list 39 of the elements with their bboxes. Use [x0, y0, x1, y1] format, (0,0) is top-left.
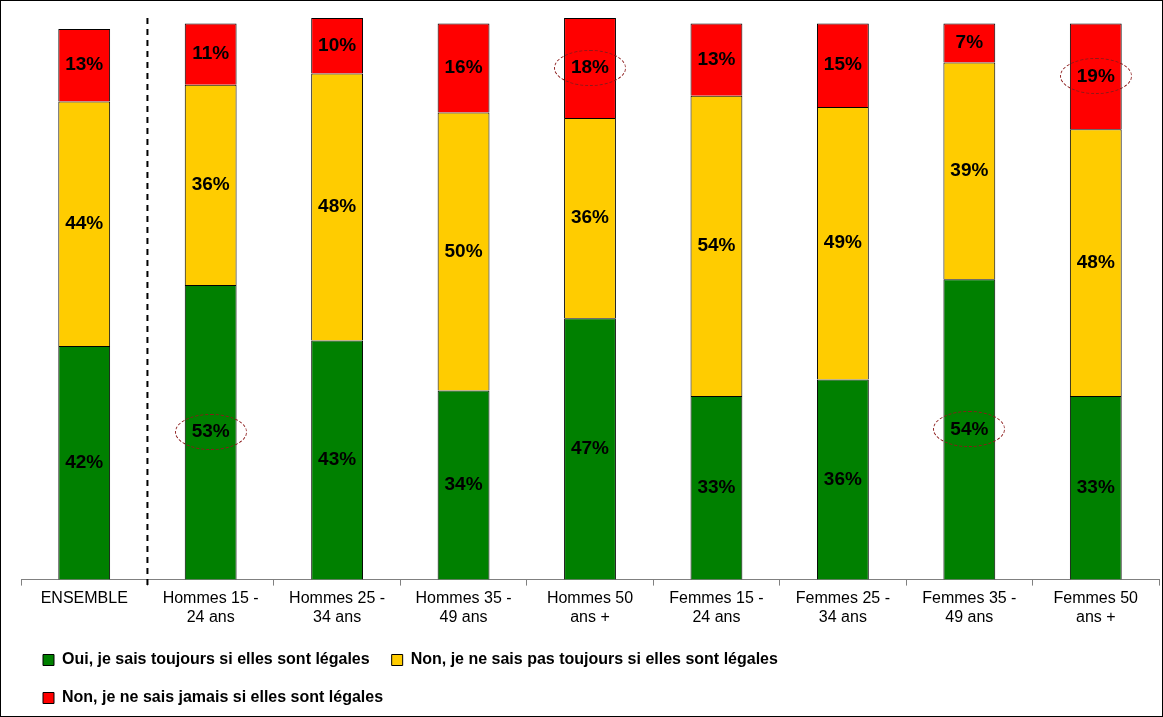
- data-label: 53%: [191, 420, 230, 442]
- x-tick-label: Hommes 35 - 49 ans: [415, 588, 512, 625]
- x-tick-label: Hommes 15 - 24 ans: [162, 588, 259, 625]
- data-label: 44%: [65, 211, 104, 233]
- data-label: 18%: [570, 56, 610, 78]
- data-label: 13%: [697, 47, 736, 69]
- data-label: 13%: [65, 53, 104, 75]
- x-tick-label: Hommes 50 ans +: [546, 588, 634, 625]
- data-label: 16%: [444, 56, 483, 78]
- data-label: 10%: [318, 34, 357, 56]
- data-label: 36%: [570, 206, 610, 228]
- data-label: 19%: [1076, 64, 1115, 86]
- data-label: 33%: [1076, 476, 1115, 498]
- x-tick-label: Femmes 50 ans +: [1053, 588, 1139, 625]
- data-label: 42%: [65, 451, 104, 473]
- data-label: 54%: [950, 417, 989, 439]
- data-label: 54%: [697, 234, 736, 256]
- data-label: 7%: [955, 31, 984, 53]
- data-label: 36%: [823, 467, 863, 489]
- data-label: 47%: [570, 437, 610, 459]
- x-tick-label: Femmes 25 - 34 ans: [795, 588, 891, 625]
- data-label: 33%: [697, 476, 736, 498]
- x-tick-label: Hommes 25 - 34 ans: [289, 588, 386, 625]
- data-label: 15%: [823, 53, 863, 75]
- data-label: 50%: [444, 239, 483, 261]
- legend-label: Non, je ne sais pas toujours si elles sont légales: [410, 650, 778, 668]
- legend-label: Non, je ne sais jamais si elles sont légales: [62, 688, 384, 706]
- data-label: 43%: [318, 448, 357, 470]
- x-tick-label: ENSEMBLE: [40, 588, 128, 606]
- data-label: 48%: [318, 195, 357, 217]
- x-tick-label: Femmes 15 - 24 ans: [669, 588, 764, 625]
- data-label: 48%: [1076, 250, 1115, 272]
- data-label: 39%: [950, 159, 989, 181]
- x-tick-label: Femmes 35 - 49 ans: [922, 588, 1017, 625]
- data-label: 49%: [823, 231, 863, 253]
- data-label: 36%: [191, 173, 230, 195]
- legend-label: Oui, je sais toujours si elles sont légales: [62, 650, 370, 668]
- data-label: 11%: [192, 42, 230, 64]
- data-label: 34%: [444, 473, 483, 495]
